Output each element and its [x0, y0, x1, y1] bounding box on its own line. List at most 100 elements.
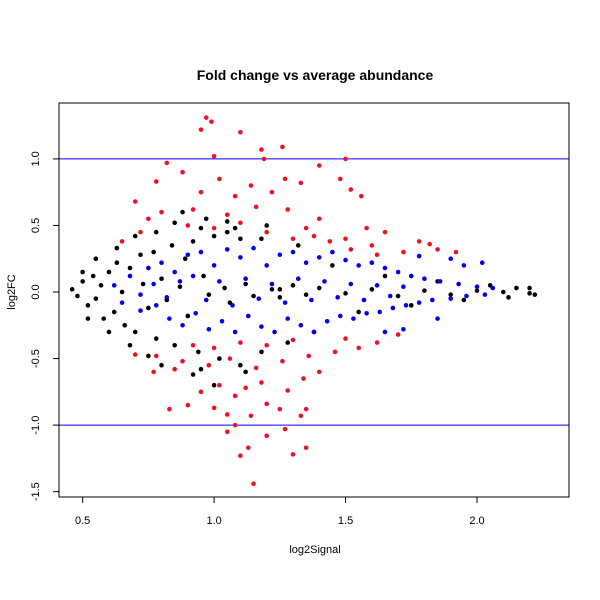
data-point [401, 326, 406, 332]
data-point [259, 380, 264, 385]
data-point [290, 337, 296, 343]
data-point [277, 287, 283, 292]
x-tick-label: 2.0 [469, 515, 484, 527]
data-point [132, 233, 138, 239]
data-point [85, 303, 91, 308]
data-point [177, 284, 183, 289]
data-point [298, 322, 304, 328]
data-point [382, 229, 388, 235]
data-point [119, 239, 125, 244]
y-tick-label: 0.5 [30, 218, 42, 233]
data-point [309, 297, 314, 303]
y-tick-label: -0.5 [30, 349, 42, 368]
data-point [527, 285, 532, 291]
data-point [180, 209, 185, 215]
data-point [429, 297, 435, 303]
data-point [337, 313, 343, 319]
data-point [245, 313, 251, 319]
data-point [356, 309, 361, 315]
data-point [111, 309, 117, 315]
data-point [185, 252, 191, 258]
data-point [203, 297, 209, 303]
data-point [203, 216, 209, 222]
data-point [180, 169, 185, 175]
data-point [206, 326, 212, 332]
data-point [337, 176, 343, 182]
data-point [251, 481, 256, 486]
data-point [272, 329, 277, 335]
data-point [114, 245, 120, 251]
data-point [224, 412, 230, 417]
data-point [408, 303, 414, 308]
data-point [190, 239, 196, 244]
data-points [69, 115, 538, 486]
data-point [500, 289, 506, 295]
data-point [185, 402, 191, 408]
data-point [348, 187, 354, 192]
data-point [190, 372, 196, 377]
data-point [85, 316, 91, 321]
data-point [395, 293, 401, 299]
data-point [217, 382, 222, 388]
data-point [177, 279, 183, 284]
data-point [387, 293, 393, 299]
data-point [227, 356, 233, 361]
data-point [172, 366, 177, 372]
data-point [461, 297, 467, 303]
data-point [259, 236, 264, 242]
data-point [401, 284, 406, 289]
data-point [80, 279, 85, 284]
data-point [159, 362, 164, 368]
data-point [253, 204, 259, 210]
y-axis: -1.5 -1.0 -0.5 0.0 0.5 1.0 [30, 151, 59, 501]
data-point [316, 163, 322, 168]
data-point [474, 284, 480, 289]
data-point [127, 273, 133, 279]
data-point [119, 300, 125, 305]
data-point [101, 316, 106, 321]
data-point [248, 183, 254, 188]
data-point [303, 292, 309, 297]
data-point [190, 273, 196, 279]
data-point [153, 353, 159, 359]
data-point [164, 160, 170, 166]
data-point [382, 273, 388, 279]
data-point [90, 273, 96, 279]
data-point [193, 311, 199, 316]
data-point [151, 249, 156, 255]
data-point [190, 342, 196, 348]
data-point [93, 256, 99, 262]
data-point [280, 358, 285, 364]
x-axis-label: log2Signal [289, 544, 340, 556]
data-point [374, 252, 380, 258]
data-point [132, 329, 138, 335]
data-point [269, 281, 275, 287]
y-tick-label: -1.5 [30, 482, 42, 501]
x-tick-label: 1.0 [206, 515, 221, 527]
data-point [464, 293, 469, 299]
data-point [243, 276, 248, 282]
data-point [395, 269, 401, 275]
data-point [303, 406, 309, 412]
data-point [153, 229, 159, 235]
data-point [277, 295, 283, 300]
data-point [209, 119, 214, 124]
data-point [282, 176, 288, 182]
data-point [316, 369, 322, 375]
data-point [259, 349, 264, 355]
data-point [514, 285, 519, 291]
data-point [93, 296, 99, 301]
data-point [282, 426, 288, 432]
data-point [364, 225, 369, 231]
data-point [224, 219, 230, 224]
data-point [269, 189, 275, 195]
data-point [169, 243, 175, 248]
data-point [185, 223, 191, 228]
data-point [219, 318, 225, 324]
data-point [198, 127, 204, 132]
data-point [416, 300, 422, 305]
data-point [127, 342, 133, 348]
data-point [198, 249, 204, 255]
data-point [230, 303, 235, 308]
data-point [224, 212, 230, 218]
